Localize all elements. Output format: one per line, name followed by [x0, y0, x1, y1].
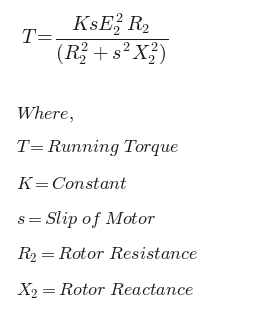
Text: $R_2 = \mathit{Rotor\ Resistance}$: $R_2 = \mathit{Rotor\ Resistance}$	[16, 246, 198, 265]
Text: $K = \mathit{Constant}$: $K = \mathit{Constant}$	[16, 175, 127, 193]
Text: $s = \mathit{Slip\ of\ Motor}$: $s = \mathit{Slip\ of\ Motor}$	[16, 209, 156, 230]
Text: $\mathit{Where,}$: $\mathit{Where,}$	[16, 105, 74, 124]
Text: $X_2 = \mathit{Rotor\ Reactance}$: $X_2 = \mathit{Rotor\ Reactance}$	[16, 282, 194, 301]
Text: $T = \dfrac{KsE_2^2\,R_2}{(R_2^2 + s^2X_2^2)}$: $T = \dfrac{KsE_2^2\,R_2}{(R_2^2 + s^2X_…	[21, 11, 168, 65]
Text: $T = \mathit{Running\ Torque}$: $T = \mathit{Running\ Torque}$	[16, 138, 179, 158]
